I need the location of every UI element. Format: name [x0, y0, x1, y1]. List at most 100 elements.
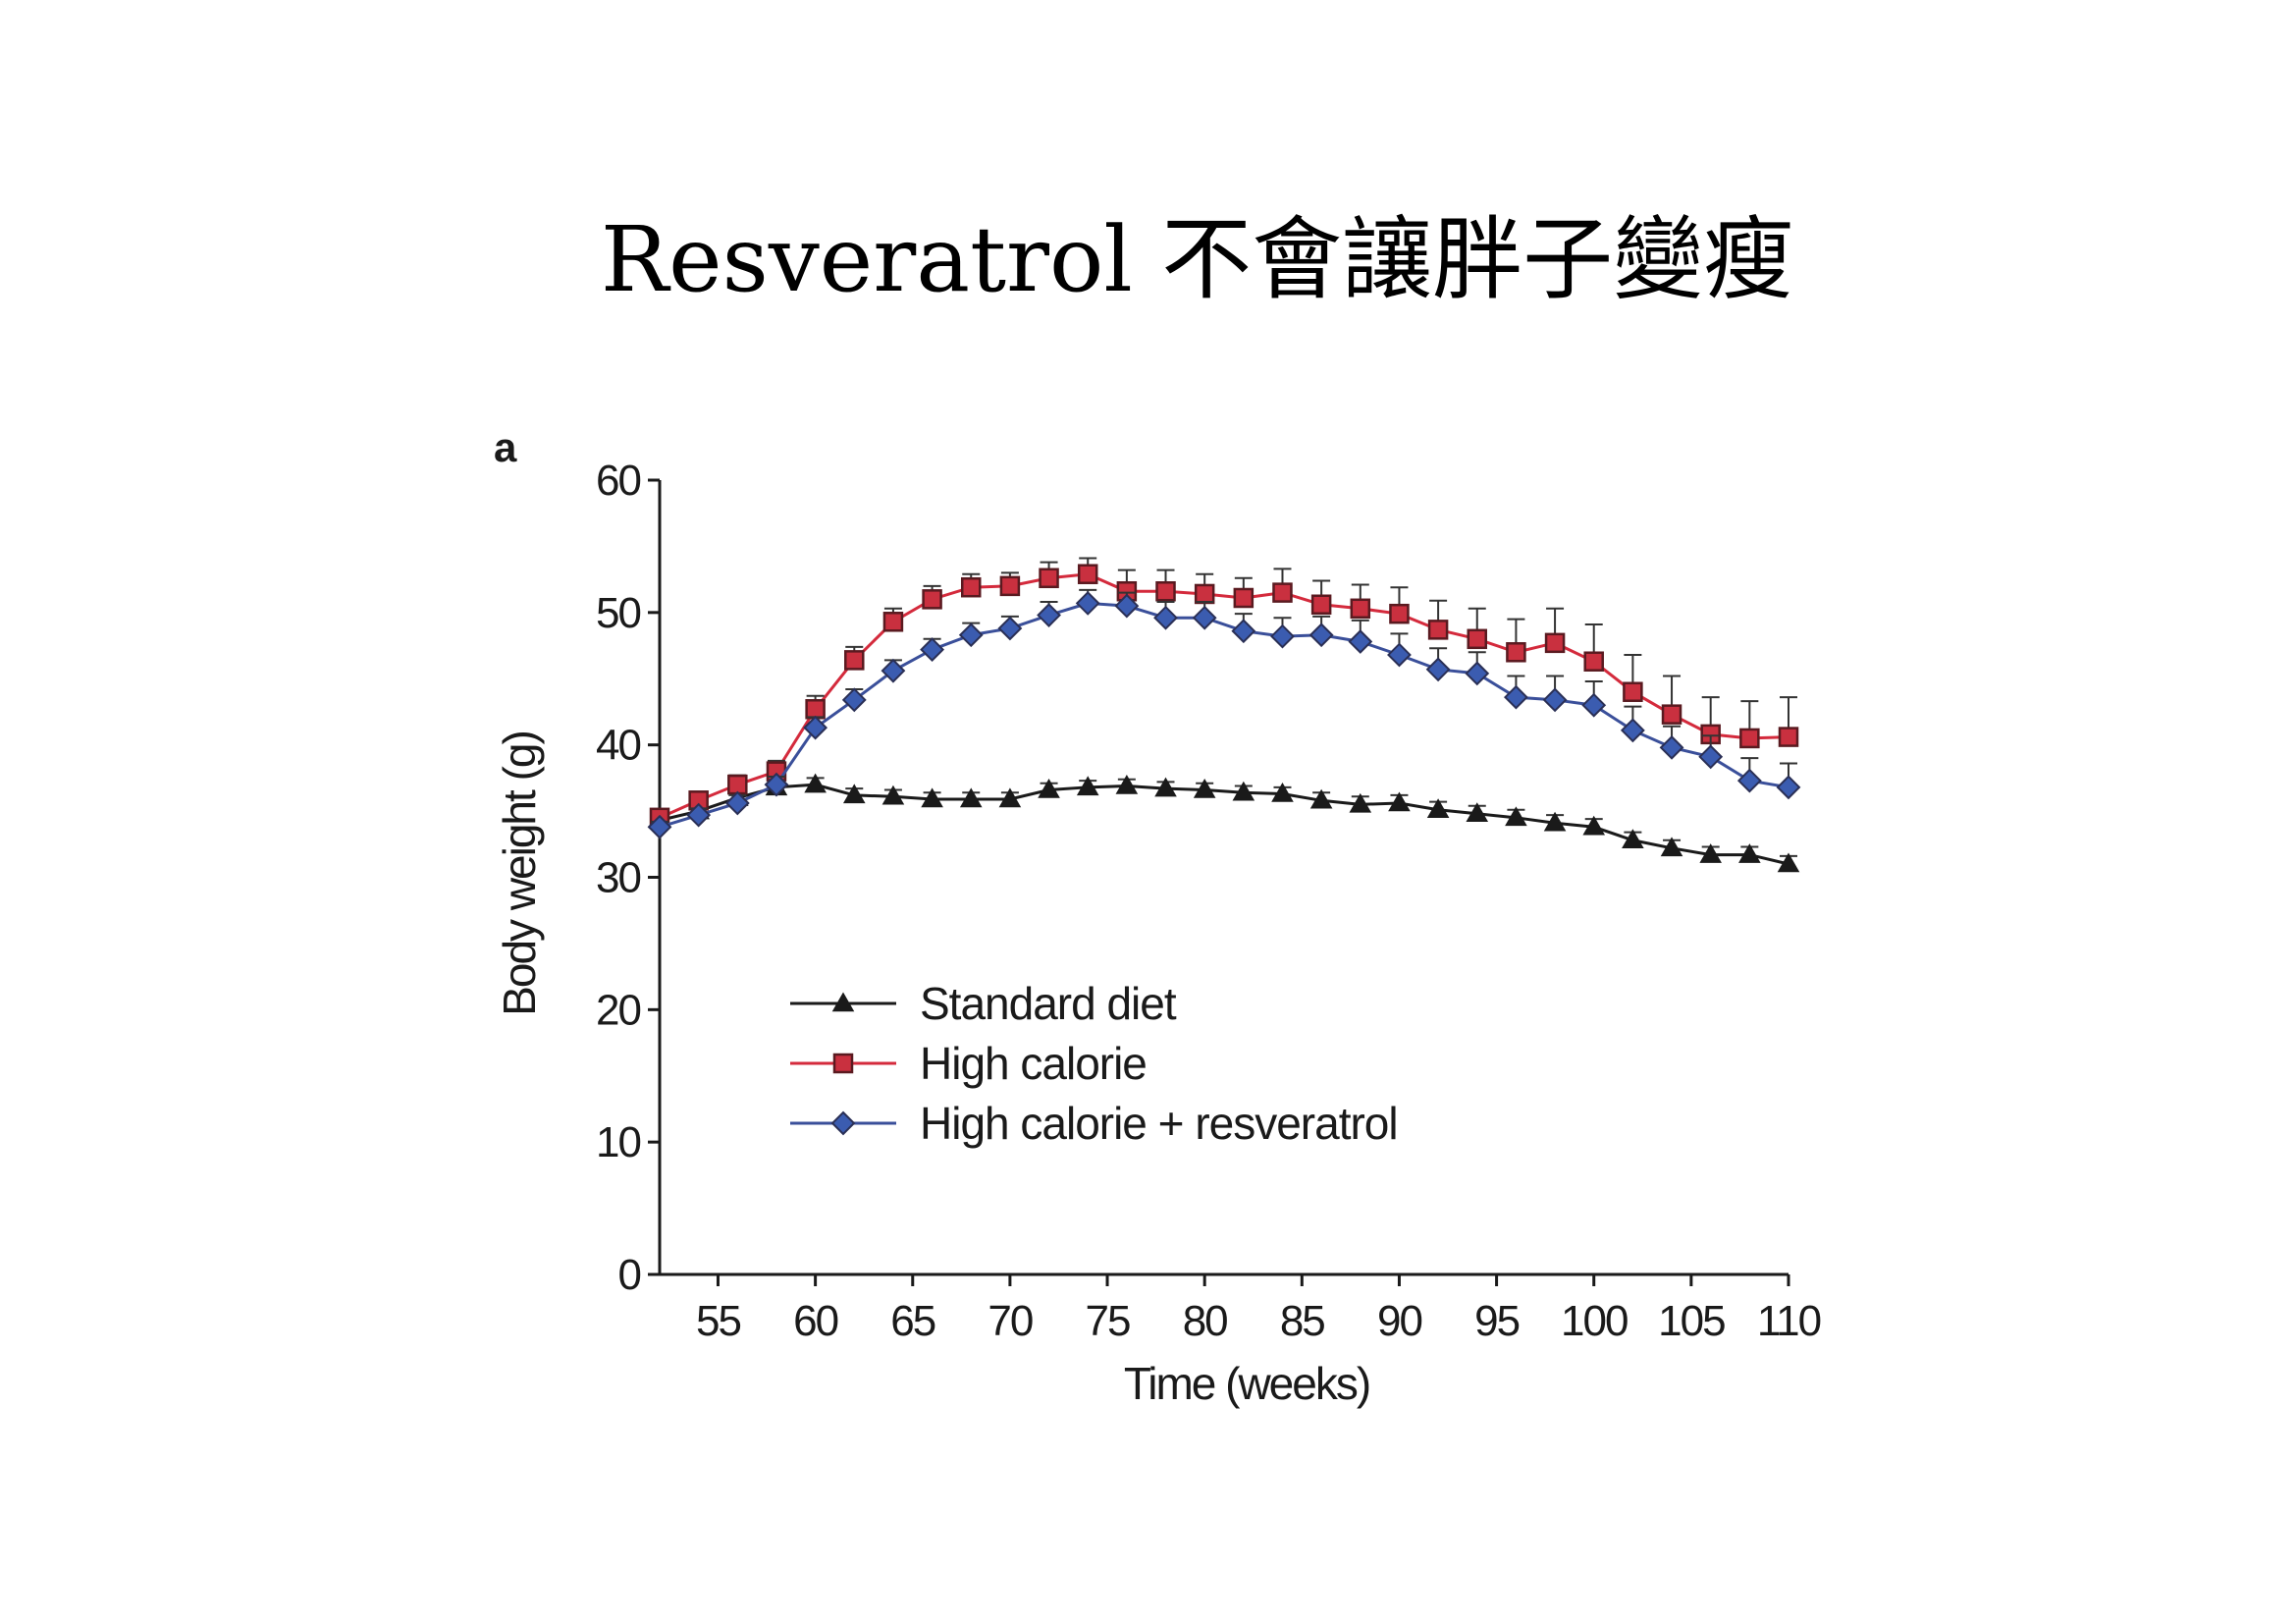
series-triangle	[648, 773, 1800, 873]
data-point	[1233, 587, 1255, 609]
data-point	[804, 773, 827, 793]
data-point	[727, 774, 748, 795]
data-point	[844, 650, 865, 671]
data-point	[803, 715, 828, 740]
data-point	[920, 637, 945, 663]
legend: Standard diet High calorie High calorie + …	[790, 978, 1399, 1149]
data-point	[1232, 781, 1255, 801]
data-point	[959, 787, 983, 808]
data-point	[958, 622, 984, 648]
series-line	[659, 783, 1789, 866]
data-point	[1503, 684, 1528, 710]
data-point	[1039, 568, 1059, 589]
data-point	[647, 814, 672, 839]
data-point	[1114, 593, 1140, 619]
y-tick-label: 60	[596, 457, 640, 505]
data-point	[1155, 581, 1176, 602]
legend-item: High calorie + resveratrol	[790, 1098, 1399, 1149]
data-point	[1582, 815, 1606, 836]
data-point	[724, 790, 750, 816]
data-point	[1194, 583, 1215, 605]
data-point	[1037, 603, 1061, 627]
x-tick-label: 75	[1086, 1297, 1130, 1345]
data-point	[1308, 622, 1334, 648]
data-point	[1387, 642, 1412, 668]
y-tick-label: 20	[596, 986, 640, 1034]
series-layer	[647, 557, 1801, 873]
data-point	[1623, 681, 1643, 702]
data-point	[805, 699, 826, 720]
data-point	[1038, 778, 1060, 798]
data-point	[1543, 811, 1567, 832]
data-point	[1076, 776, 1099, 796]
data-point	[998, 787, 1022, 808]
y-axis-title: Body weight (g)	[494, 731, 545, 1016]
data-point	[1581, 692, 1607, 718]
panel-label: a	[494, 424, 517, 470]
data-point	[841, 687, 867, 713]
data-point	[1389, 603, 1410, 624]
slide-title: Resveratrol 不會讓胖子變瘦	[600, 207, 1794, 312]
data-point	[1467, 628, 1488, 650]
data-point	[1426, 798, 1450, 818]
data-point	[1193, 778, 1216, 798]
series-line	[659, 601, 1789, 829]
data-point	[1778, 727, 1799, 747]
x-tick-label: 70	[988, 1297, 1032, 1345]
data-point	[881, 784, 905, 805]
data-point	[1154, 777, 1177, 797]
y-tick-label: 10	[596, 1118, 640, 1166]
data-point	[1738, 843, 1761, 863]
data-point	[842, 784, 866, 804]
data-point	[1622, 829, 1644, 848]
data-point	[1699, 843, 1722, 863]
y-tick-label: 50	[596, 589, 640, 637]
data-point	[1115, 774, 1139, 794]
data-point	[686, 802, 712, 828]
data-point	[1388, 791, 1411, 812]
x-tick-label: 60	[793, 1297, 837, 1345]
x-tick-label: 55	[696, 1297, 740, 1345]
data-point	[1542, 687, 1568, 713]
legend-label: High calorie	[920, 1038, 1147, 1089]
data-point	[1231, 619, 1256, 644]
data-point	[764, 772, 789, 797]
data-point	[1309, 788, 1333, 809]
x-tick-label: 90	[1377, 1297, 1421, 1345]
data-point	[1348, 629, 1373, 654]
data-point	[1272, 582, 1293, 603]
data-point	[1506, 642, 1526, 663]
data-point	[1077, 564, 1098, 584]
data-point	[997, 616, 1023, 641]
data-point	[1350, 598, 1371, 620]
y-tick-label: 30	[596, 854, 640, 902]
data-point	[1310, 594, 1332, 615]
data-point	[1544, 632, 1566, 654]
data-point	[1736, 768, 1762, 793]
legend-marker	[832, 1053, 854, 1074]
legend-label: Standard diet	[920, 978, 1177, 1029]
data-point	[881, 658, 906, 683]
data-point	[1505, 806, 1527, 827]
y-tick-label: 40	[596, 722, 640, 770]
axes: 0 10 20 30 40 50 60 55 60 65 70 75 80 85 90 95 100 105 110	[596, 457, 1823, 1345]
series-diamond	[647, 588, 1801, 839]
data-point	[1776, 775, 1801, 800]
data-point	[1192, 605, 1217, 630]
legend-item: Standard diet	[790, 978, 1178, 1029]
data-point	[882, 612, 904, 632]
data-point	[1466, 802, 1489, 823]
x-tick-label: 85	[1280, 1297, 1324, 1345]
data-point	[1777, 852, 1800, 873]
data-point	[1427, 620, 1449, 640]
legend-marker	[830, 1110, 856, 1136]
x-tick-label: 105	[1658, 1297, 1725, 1345]
x-tick-label: 80	[1183, 1297, 1227, 1345]
data-point	[1425, 657, 1451, 682]
data-point	[1620, 718, 1645, 743]
data-point	[1270, 623, 1295, 649]
data-point	[921, 787, 943, 808]
data-point	[1153, 605, 1178, 630]
data-point	[1661, 704, 1682, 725]
